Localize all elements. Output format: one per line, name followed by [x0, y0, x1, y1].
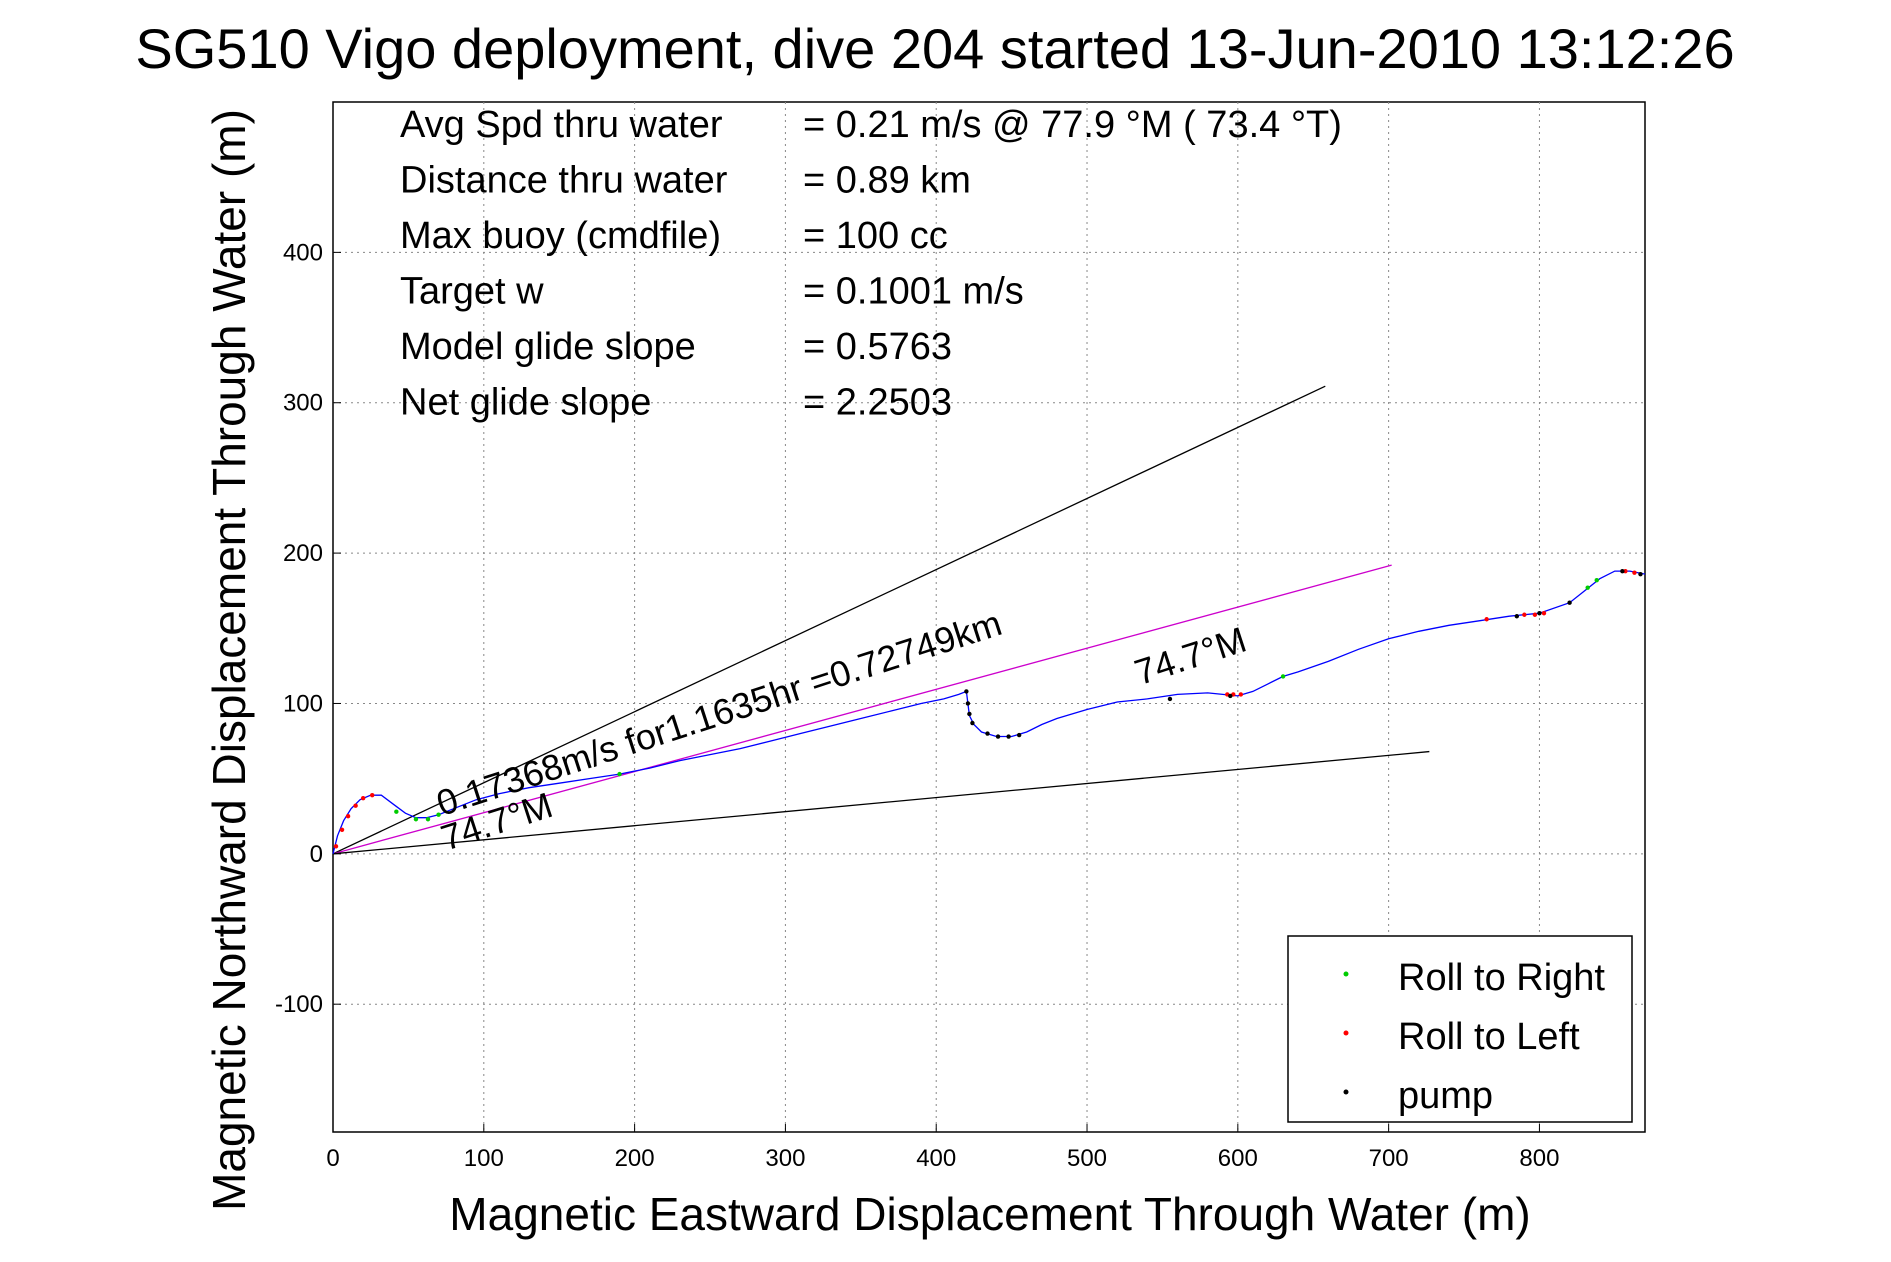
marker-pump — [965, 701, 971, 706]
stats-value: = 0.89 km — [803, 160, 971, 202]
tick-labels: 0 100 200 300 400 500 600 700 800 -100 0 100 200 300 4… — [275, 239, 1560, 1172]
x-tick-label: 100 — [464, 1145, 504, 1172]
y-tick-label: 400 — [283, 239, 323, 266]
legend-marker-roll-right — [1343, 971, 1349, 977]
x-tick-label: 600 — [1218, 1145, 1258, 1172]
marker-pump — [1228, 693, 1233, 699]
marker-roll-left — [1541, 611, 1547, 616]
stats-block: Avg Spd thru water = 0.21 m/s @ 77.9 °M (… — [400, 104, 1342, 424]
stats-value: = 2.2503 — [803, 382, 952, 424]
marker-roll-left — [1623, 568, 1628, 574]
stats-value: = 0.1001 m/s — [803, 271, 1024, 313]
stats-value: = 100 cc — [803, 215, 948, 257]
marker-roll-left — [353, 803, 358, 808]
stats-label: Distance thru water — [400, 160, 728, 202]
x-tick-label: 800 — [1519, 1145, 1559, 1172]
y-tick-label: 300 — [283, 390, 323, 417]
marker-pump — [1006, 734, 1011, 739]
marker-roll-right — [1594, 577, 1599, 583]
y-tick-label: 100 — [283, 690, 323, 717]
marker-layer — [333, 568, 1643, 849]
stats-label: Max buoy (cmdfile) — [400, 215, 721, 257]
marker-roll-right — [1585, 585, 1590, 590]
marker-roll-left — [333, 844, 339, 849]
y-tick-label: -100 — [275, 991, 323, 1018]
marker-pump — [967, 711, 972, 717]
marker-pump — [985, 731, 990, 736]
marker-roll-right — [617, 771, 622, 777]
stats-value: = 0.5763 — [803, 326, 952, 368]
marker-roll-left — [1238, 692, 1244, 697]
reference-line-upper — [332, 385, 1326, 855]
legend-label-roll-left: Roll to Left — [1398, 1016, 1580, 1058]
marker-roll-right — [413, 817, 419, 822]
stats-label: Target w — [400, 271, 544, 313]
marker-pump — [1567, 600, 1572, 605]
marker-pump — [1537, 611, 1542, 616]
marker-pump — [1514, 614, 1520, 619]
stats-value: = 0.21 m/s @ 77.9 °M ( 73.4 °T) — [803, 104, 1342, 146]
marker-roll-left — [370, 792, 375, 798]
x-tick-label: 0 — [326, 1145, 339, 1172]
marker-pump — [1016, 732, 1022, 738]
x-tick-label: 400 — [916, 1145, 956, 1172]
stats-label: Model glide slope — [400, 326, 696, 368]
marker-roll-left — [360, 795, 366, 801]
marker-roll-left — [339, 827, 345, 832]
x-tick-label: 500 — [1067, 1145, 1107, 1172]
y-axis-label: Magnetic Northward Displacement Through … — [203, 109, 255, 1211]
x-axis-label: Magnetic Eastward Displacement Through W… — [449, 1188, 1530, 1240]
legend-label-roll-right: Roll to Right — [1398, 957, 1605, 999]
marker-pump — [970, 720, 975, 726]
marker-roll-right — [394, 809, 399, 814]
marker-roll-left — [1632, 570, 1637, 575]
marker-roll-right — [436, 812, 441, 817]
y-tick-label: 0 — [310, 841, 323, 868]
marker-roll-left — [1484, 617, 1489, 622]
marker-pump — [995, 734, 1001, 739]
marker-roll-left — [345, 814, 351, 819]
reference-line-heading — [332, 564, 1392, 855]
reference-lines — [332, 385, 1430, 855]
marker-roll-left — [1522, 612, 1527, 617]
marker-roll-right — [425, 817, 431, 822]
stats-label: Avg Spd thru water — [400, 104, 723, 146]
y-tick-label: 200 — [283, 540, 323, 567]
reference-line-lower — [332, 750, 1430, 855]
marker-pump — [964, 689, 969, 694]
x-tick-label: 200 — [615, 1145, 655, 1172]
marker-pump — [1167, 696, 1173, 702]
legend-marker-pump — [1343, 1089, 1349, 1095]
stats-label: Net glide slope — [400, 382, 651, 424]
marker-pump — [1638, 571, 1643, 577]
chart-title: SG510 Vigo deployment, dive 204 started … — [135, 17, 1734, 80]
marker-pump — [1620, 568, 1625, 574]
x-tick-label: 700 — [1369, 1145, 1409, 1172]
legend: Roll to Right Roll to Left pump — [1287, 935, 1633, 1123]
x-tick-label: 300 — [765, 1145, 805, 1172]
marker-roll-right — [1280, 674, 1286, 679]
legend-marker-roll-left — [1343, 1030, 1349, 1036]
marker-roll-left — [1532, 612, 1538, 617]
legend-label-pump: pump — [1398, 1075, 1493, 1117]
